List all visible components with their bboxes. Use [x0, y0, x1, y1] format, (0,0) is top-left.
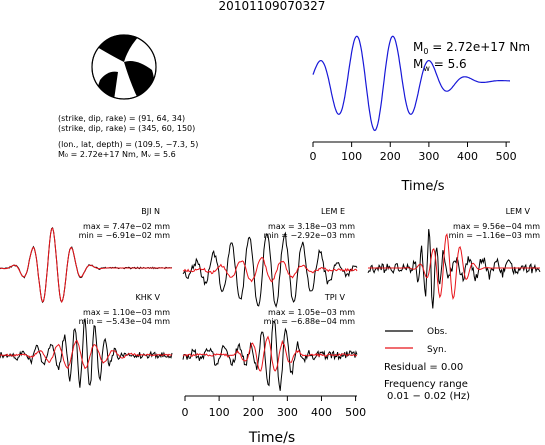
- station-label: TPI V: [324, 293, 346, 302]
- figure-title: 20101109070327: [219, 0, 326, 13]
- nodal-plane-1: (strike, dip, rake) = (91, 64, 34): [58, 114, 185, 123]
- synthetic-waveform: [368, 233, 540, 301]
- station-min: min = −1.16e−03 mm: [449, 231, 541, 240]
- stf-x-tick-label: 100: [341, 150, 362, 163]
- waveform-x-tick-label: 500: [345, 406, 366, 419]
- stf-x-axis-label: Time/s: [401, 179, 445, 194]
- moment-label: M0 = 2.72e+17 Nm Mw = 5.6: [413, 40, 530, 73]
- waveform-x-tick-label: 200: [243, 406, 264, 419]
- station-max: max = 7.47e−02 mm: [83, 222, 170, 231]
- waveform-x-axis-label: Time/s: [248, 430, 295, 445]
- svg-text:M0 = 2.72e+17 Nm: M0 = 2.72e+17 Nm: [413, 40, 530, 56]
- frequency-range-label: Frequency range: [384, 379, 468, 390]
- station-min: min = −2.92e−03 mm: [264, 231, 356, 240]
- beachball: [91, 34, 157, 100]
- svg-text:Mw = 5.6: Mw = 5.6: [413, 57, 467, 73]
- stf-x-tick-label: 300: [418, 150, 439, 163]
- stf-x-tick-label: 400: [457, 150, 478, 163]
- mw-value: = 5.6: [430, 57, 467, 71]
- station-max: max = 1.10e−03 mm: [83, 308, 170, 317]
- observed-waveform: [0, 318, 173, 388]
- observed-waveform: [182, 320, 358, 391]
- observed-waveform: [367, 229, 541, 309]
- legend: Obs. Syn. Residual = 0.00 Frequency rang…: [384, 327, 470, 402]
- source-time-function-plot: 0 100 200 300 400 500 Time/s: [310, 35, 517, 194]
- station-min: min = −5.43e−04 mm: [79, 317, 171, 326]
- mw-subscript: w: [423, 64, 430, 73]
- nodal-plane-2: (strike, dip, rake) = (345, 60, 150): [58, 124, 195, 133]
- mw-symbol: M: [413, 57, 423, 71]
- station-max: max = 3.18e−03 mm: [268, 222, 355, 231]
- m0-subscript: 0: [423, 47, 428, 56]
- frequency-range-value: 0.01 − 0.02 (Hz): [387, 391, 470, 402]
- location-depth: (lon., lat, depth) = (109.5, −7.3, 5): [58, 140, 198, 149]
- station-label: LEM V: [506, 207, 531, 216]
- stf-x-tick-label: 200: [380, 150, 401, 163]
- m0-value: = 2.72e+17 Nm: [428, 40, 530, 54]
- synthetic-waveform: [0, 339, 173, 370]
- station-min: min = −6.91e−02 mm: [79, 231, 171, 240]
- stf-x-tick-label: 0: [310, 150, 317, 163]
- synthetic-waveform: [0, 227, 172, 303]
- observed-waveform: [182, 231, 358, 309]
- waveform-x-tick-label: 300: [277, 406, 298, 419]
- residual-text: Residual = 0.00: [384, 362, 463, 373]
- waveform-x-tick-label: 400: [311, 406, 332, 419]
- moment-magnitude-summary: M₀ = 2.72e+17 Nm, Mᵥ = 5.6: [58, 150, 176, 159]
- station-min: min = −6.88e−04 mm: [264, 317, 356, 326]
- stf-x-tick-label: 500: [496, 150, 517, 163]
- legend-syn-label: Syn.: [427, 345, 447, 355]
- station-label: BJI N: [141, 207, 160, 216]
- m0-symbol: M: [413, 40, 423, 54]
- legend-obs-label: Obs.: [427, 327, 447, 337]
- station-max: max = 9.56e−04 mm: [453, 222, 540, 231]
- synthetic-waveform: [182, 335, 358, 372]
- station-label: LEM E: [321, 207, 345, 216]
- station-max: max = 1.05e−03 mm: [268, 308, 355, 317]
- mechanism-text: (strike, dip, rake) = (91, 64, 34) (stri…: [58, 114, 198, 159]
- waveform-x-tick-label: 100: [209, 406, 230, 419]
- station-label: KHK V: [135, 293, 160, 302]
- waveform-x-tick-label: 0: [182, 406, 189, 419]
- synthetic-waveform: [182, 256, 358, 283]
- stf-line: [312, 35, 510, 132]
